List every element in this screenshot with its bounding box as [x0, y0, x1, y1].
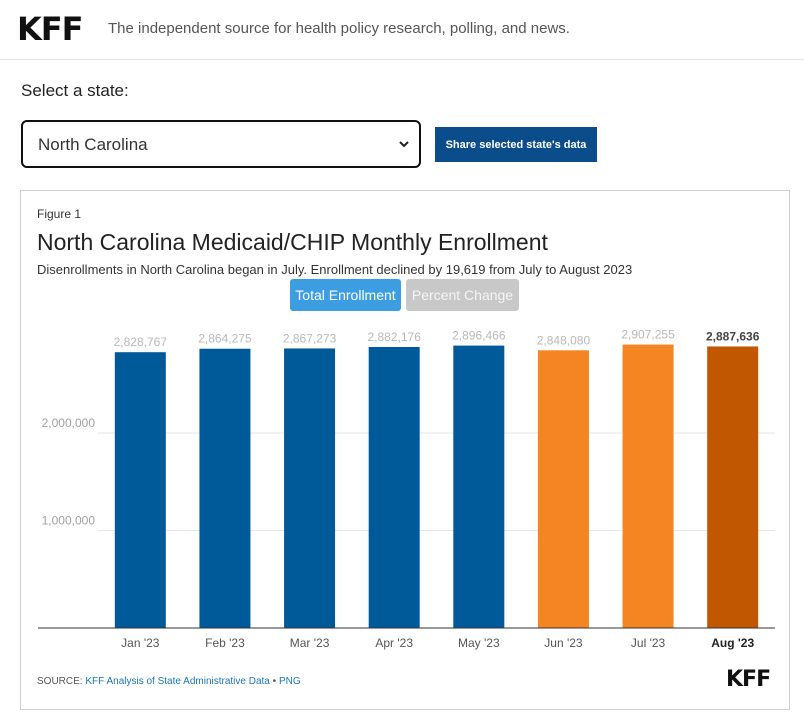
bar — [284, 348, 336, 628]
y-tick-label: 1,000,000 — [42, 514, 96, 528]
x-tick-label: May '23 — [458, 636, 500, 650]
data-label: 2,848,080 — [537, 333, 591, 347]
bar — [199, 348, 251, 628]
figure-card: Figure 1 North Carolina Medicaid/CHIP Mo… — [20, 190, 790, 710]
source-link[interactable]: KFF Analysis of State Administrative Dat… — [85, 676, 270, 687]
data-label: 2,864,275 — [198, 332, 252, 346]
enrollment-bar-chart: 1,000,000 2,000,000 2,828,767 Jan '23 2,864,… — [38, 328, 775, 650]
source-prefix: SOURCE: — [37, 676, 86, 687]
x-tick-label: Feb '23 — [205, 636, 245, 650]
data-label: 2,907,255 — [621, 328, 675, 342]
chevron-down-icon — [399, 141, 409, 148]
bar — [453, 345, 505, 628]
chart-title: North Carolina Medicaid/CHIP Monthly Enr… — [37, 229, 548, 255]
png-download-link[interactable]: PNG — [278, 676, 301, 687]
x-tick-label: Jan '23 — [121, 636, 160, 650]
bar — [368, 346, 420, 628]
state-select-label: Select a state: — [21, 81, 129, 100]
x-tick-label: Jun '23 — [544, 636, 583, 650]
chart-subtitle: Disenrollments in North Carolina began i… — [37, 262, 633, 277]
state-dropdown-value: North Carolina — [38, 135, 148, 154]
x-tick-label: Aug '23 — [711, 636, 754, 650]
kff-logo[interactable]: KFF — [17, 10, 84, 48]
state-dropdown[interactable]: North Carolina — [21, 120, 421, 168]
bar — [622, 344, 674, 628]
data-label: 2,896,466 — [452, 329, 506, 343]
data-label: 2,828,767 — [114, 335, 168, 349]
bar — [537, 350, 589, 628]
x-tick-label: Jul '23 — [631, 636, 666, 650]
data-label: 2,887,636 — [706, 329, 760, 343]
x-tick-label: Mar '23 — [290, 636, 330, 650]
kff-figure-logo: KFF — [726, 667, 771, 692]
figure-label: Figure 1 — [37, 207, 82, 221]
chart-source: SOURCE: KFF Analysis of State Administra… — [37, 676, 301, 687]
total-enrollment-toggle[interactable]: Total Enrollment — [290, 279, 401, 311]
source-separator: • — [269, 676, 279, 687]
y-tick-label: 2,000,000 — [42, 416, 96, 430]
bar — [707, 346, 759, 628]
bar — [114, 352, 166, 628]
site-header: KFF The independent source for health po… — [0, 0, 804, 60]
share-state-data-button[interactable]: Share selected state's data — [435, 127, 597, 162]
data-label: 2,882,176 — [367, 330, 421, 344]
percent-change-toggle[interactable]: Percent Change — [406, 279, 519, 311]
x-tick-label: Apr '23 — [375, 636, 413, 650]
data-label: 2,867,273 — [283, 331, 337, 345]
site-tagline: The independent source for health policy… — [108, 20, 570, 37]
